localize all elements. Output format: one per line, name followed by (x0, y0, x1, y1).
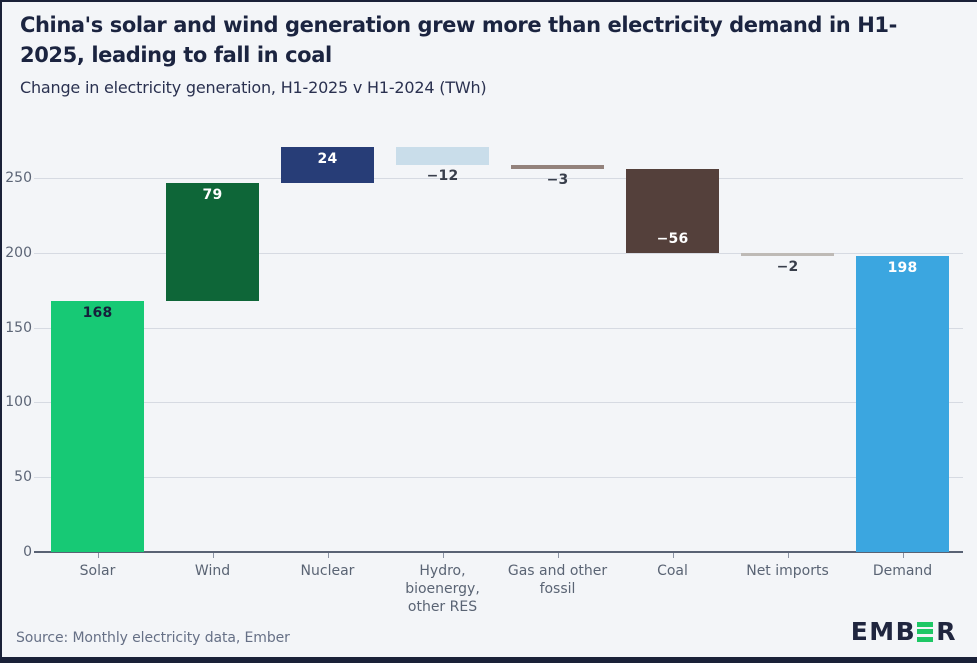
bar-value-label-net-imports: −2 (776, 258, 799, 275)
bar-value-label-hydro: −12 (426, 167, 459, 184)
y-tick-label-0: 0 (23, 544, 32, 560)
ember-logo-text-left: EMB (850, 617, 917, 646)
x-axis-line (34, 551, 963, 553)
y-tick-label-100: 100 (5, 394, 32, 411)
bar-hydro (396, 146, 489, 165)
bar-coal (626, 169, 719, 253)
chart-title: China's solar and wind generation grew m… (20, 13, 897, 68)
frame-bottom (0, 657, 977, 663)
x-axis-label-wind: Wind (194, 563, 231, 579)
bar-value-label-demand: 198 (887, 259, 918, 276)
y-tick-label-150: 150 (5, 319, 32, 336)
x-axis-tick-nuclear (327, 553, 329, 558)
x-axis-label-hydro: Hydro, bioenergy, other RES (405, 563, 480, 616)
x-axis-tick-net-imports (787, 553, 789, 558)
bar-solar (51, 300, 144, 552)
bar-value-label-wind: 79 (202, 186, 223, 203)
y-tick-label-250: 250 (5, 170, 32, 187)
x-axis-tick-wind (212, 553, 214, 558)
x-axis-tick-solar (97, 553, 99, 558)
frame-top (0, 0, 977, 2)
bar-gas-and-other (511, 164, 604, 170)
x-axis-tick-hydro (442, 553, 444, 558)
bar-value-label-gas-and-other: −3 (546, 172, 569, 189)
x-axis-tick-gas-and-other (557, 553, 559, 558)
gridline-150 (34, 327, 963, 329)
bar-value-label-nuclear: 24 (317, 150, 338, 167)
frame-left (0, 0, 2, 663)
chart-header: China's solar and wind generation grew m… (20, 10, 960, 97)
ember-logo: EMB R (851, 617, 957, 646)
x-axis-tick-demand (902, 553, 904, 558)
chart-subtitle: Change in electricity generation, H1-202… (20, 77, 487, 97)
bar-demand (856, 255, 949, 552)
bar-nuclear (281, 146, 374, 183)
x-axis-label-demand: Demand (872, 563, 933, 579)
y-tick-label-50: 50 (14, 469, 32, 486)
bar-value-label-coal: −56 (656, 230, 689, 247)
ember-logo-text-right: R (936, 617, 957, 646)
source-note: Source: Monthly electricity data, Ember (16, 630, 290, 646)
x-axis-label-net-imports: Net imports (746, 563, 829, 579)
x-axis-tick-coal (672, 553, 674, 558)
bar-wind (166, 182, 259, 301)
gridline-50 (34, 477, 963, 479)
bar-value-label-solar: 168 (82, 304, 113, 321)
ember-logo-e-icon (917, 621, 934, 642)
x-axis-label-solar: Solar (79, 563, 116, 579)
y-tick-label-200: 200 (5, 244, 32, 261)
gridline-200 (34, 252, 963, 254)
x-axis-label-coal: Coal (657, 563, 688, 579)
gridline-250 (34, 178, 963, 180)
gridline-100 (34, 402, 963, 404)
bar-net-imports (741, 252, 834, 256)
x-axis-label-gas-and-other: Gas and other fossil (507, 563, 608, 598)
x-axis-label-nuclear: Nuclear (300, 563, 355, 579)
